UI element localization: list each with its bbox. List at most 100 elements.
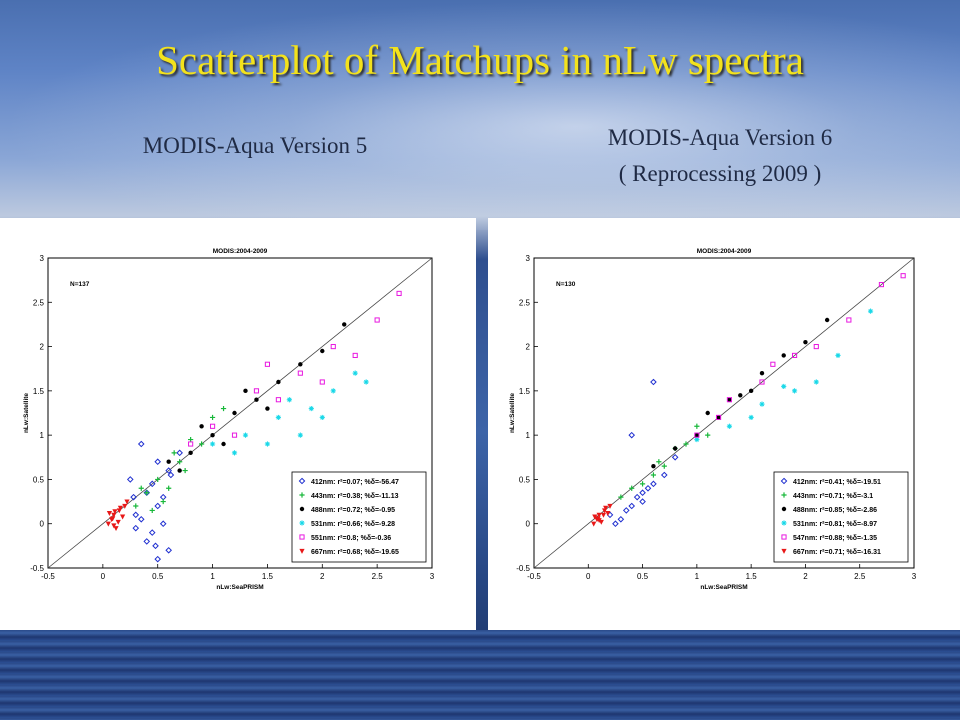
data-point xyxy=(781,383,787,390)
data-point xyxy=(199,424,204,429)
data-point xyxy=(126,476,134,483)
data-point xyxy=(592,514,598,520)
data-point xyxy=(672,446,678,451)
data-point xyxy=(694,436,700,443)
data-point xyxy=(644,484,652,492)
data-point xyxy=(199,441,205,447)
x-tick-label: 0.5 xyxy=(152,572,164,581)
data-point xyxy=(603,505,609,511)
subtitle-right-line2: ( Reprocessing 2009 ) xyxy=(618,161,822,186)
data-point xyxy=(605,511,611,516)
data-point xyxy=(308,405,314,412)
legend-entry: 531nm: r²=0.66; %δ=-9.28 xyxy=(311,521,395,528)
data-point xyxy=(243,388,248,394)
data-point xyxy=(231,450,238,456)
x-tick-label: 3 xyxy=(430,572,435,581)
y-tick-label: -0.5 xyxy=(516,564,530,573)
x-tick-label: 3 xyxy=(912,572,917,581)
legend-marker xyxy=(781,520,787,526)
data-point xyxy=(629,485,635,491)
data-point xyxy=(209,441,216,447)
data-point xyxy=(320,348,325,354)
data-point xyxy=(618,494,624,500)
data-point xyxy=(253,388,260,394)
data-point xyxy=(165,546,172,554)
chart-title: MODIS:2004-2009 xyxy=(697,248,752,255)
data-point xyxy=(639,498,646,505)
x-tick-label: 1.5 xyxy=(746,572,758,581)
data-point xyxy=(264,441,271,447)
data-point xyxy=(374,317,380,323)
data-point xyxy=(209,423,216,429)
data-point xyxy=(738,393,743,398)
data-point xyxy=(683,441,689,447)
data-point xyxy=(591,521,597,527)
n-annotation: N=130 xyxy=(556,281,576,288)
data-point xyxy=(177,459,183,465)
data-point xyxy=(298,362,303,367)
y-tick-label: -0.5 xyxy=(30,564,44,573)
data-point xyxy=(791,388,798,394)
data-point xyxy=(105,521,111,527)
data-point xyxy=(154,502,162,510)
data-point xyxy=(152,542,159,550)
data-point xyxy=(154,555,162,563)
data-point xyxy=(824,317,830,323)
data-point xyxy=(111,523,117,529)
y-tick-label: 2.5 xyxy=(519,298,531,307)
subtitle-version-5: MODIS-Aqua Version 5 xyxy=(90,128,420,164)
data-point xyxy=(171,450,177,456)
data-point xyxy=(694,432,700,438)
data-point xyxy=(330,388,336,394)
data-point xyxy=(628,431,636,439)
data-point xyxy=(166,485,172,491)
data-point xyxy=(791,352,798,359)
data-point xyxy=(111,512,117,518)
legend-marker xyxy=(781,534,787,540)
y-tick-label: 2.5 xyxy=(33,298,45,307)
data-point xyxy=(352,352,358,359)
y-tick-label: 1 xyxy=(526,431,531,440)
data-point xyxy=(650,378,657,386)
legend-entry: 412nm: r²=0.41; %δ=-19.51 xyxy=(793,479,881,486)
data-point xyxy=(803,339,808,345)
legend-marker xyxy=(781,506,787,512)
y-tick-label: 0 xyxy=(40,520,45,529)
data-point xyxy=(612,520,619,528)
x-tick-label: 2 xyxy=(803,572,808,581)
data-point xyxy=(705,410,710,416)
data-point xyxy=(363,379,369,385)
data-point xyxy=(846,317,852,323)
data-point xyxy=(639,481,646,487)
x-tick-label: 2.5 xyxy=(854,572,866,581)
data-point xyxy=(177,468,182,473)
data-point xyxy=(148,480,156,488)
data-point xyxy=(781,353,786,358)
slide-title: Scatterplot of Matchups in nLw spectra xyxy=(156,37,804,83)
data-point xyxy=(110,516,116,522)
chart-panel-v5: -0.5 0 0.5 1 1.5 2 2.5 3 -0.5 0 0.5 1 1.5 2 2.5 3 MODIS:… xyxy=(0,218,476,630)
data-point xyxy=(651,463,656,469)
data-point xyxy=(748,388,754,394)
y-tick-label: 2 xyxy=(40,343,45,352)
legend-entry: 488nm: r²=0.72; %δ=-0.95 xyxy=(311,507,395,514)
legend-marker xyxy=(299,520,305,526)
y-axis-label: nLw:Satellite xyxy=(23,393,30,433)
y-tick-label: 2 xyxy=(526,343,531,352)
data-point xyxy=(242,432,249,438)
data-point xyxy=(220,405,227,412)
scatterplot-v6: -0.5 0 0.5 1 1.5 2 2.5 3 -0.5 0 0.5 1 1.5 2 2.5 3 MODIS:… xyxy=(509,248,917,591)
data-point xyxy=(182,467,188,474)
legend-entry: 443nm: r²=0.71; %δ=-3.1 xyxy=(793,493,873,500)
data-point xyxy=(661,463,667,469)
legend-entry: 547nm: r²=0.88; %δ=-1.35 xyxy=(793,535,877,542)
legend-entry: 551nm: r²=0.8; %δ=-0.36 xyxy=(311,535,391,542)
data-point xyxy=(297,432,303,438)
data-point xyxy=(867,308,874,314)
data-point xyxy=(132,511,140,519)
data-point xyxy=(297,370,303,376)
x-tick-label: 0 xyxy=(101,572,106,581)
legend-marker xyxy=(299,548,305,554)
y-axis-label: nLw:Satellite xyxy=(509,393,516,433)
data-point xyxy=(352,370,358,376)
